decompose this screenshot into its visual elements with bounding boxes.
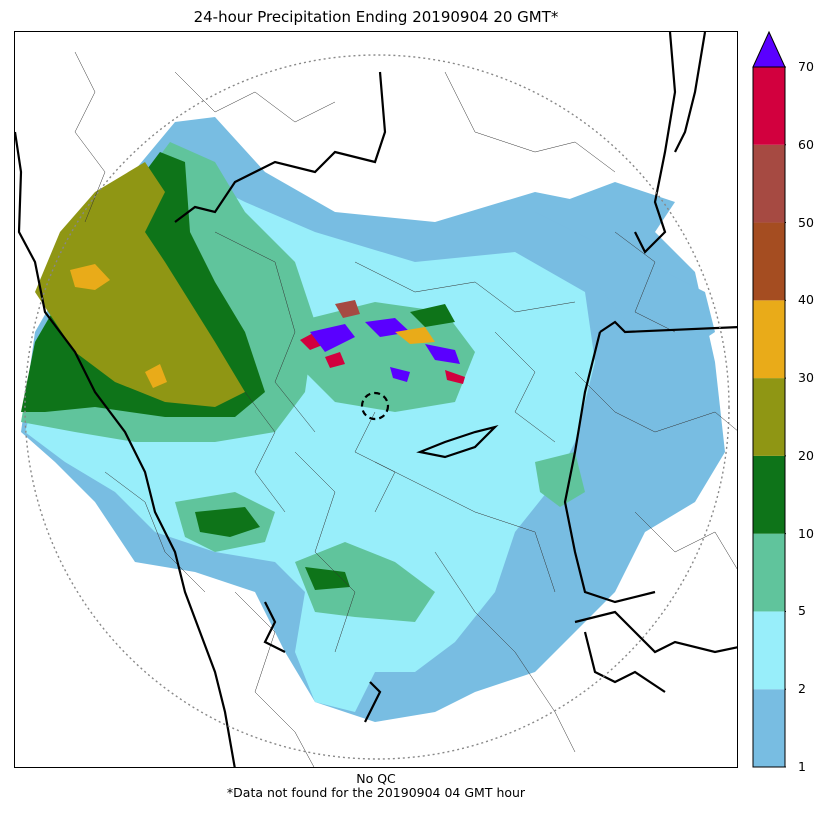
map-footer: No QC *Data not found for the 20190904 0… bbox=[14, 772, 738, 800]
boundary-layer bbox=[15, 32, 737, 767]
colorbar-swatches bbox=[752, 30, 786, 768]
colorbar-tick-label: 30 bbox=[798, 370, 814, 386]
colorbar-tick-label: 5 bbox=[798, 603, 806, 619]
convective-cells bbox=[300, 300, 465, 384]
colorbar-swatch bbox=[753, 689, 785, 767]
precip-light-blue bbox=[535, 182, 675, 242]
colorbar-swatch bbox=[753, 611, 785, 690]
radar-site-marker bbox=[360, 391, 390, 421]
colorbar-tick-label: 70 bbox=[798, 59, 814, 74]
colorbar-tick-label: 1 bbox=[798, 759, 806, 774]
range-ring bbox=[24, 54, 730, 760]
precip-dark-green bbox=[410, 304, 455, 327]
colorbar-tick-label: 20 bbox=[798, 447, 814, 463]
colorbar bbox=[752, 30, 786, 770]
precip-orange bbox=[145, 364, 167, 388]
colorbar-tick-label: 10 bbox=[798, 525, 814, 541]
map-title: 24-hour Precipitation Ending 20190904 20… bbox=[193, 8, 559, 26]
radar-map[interactable] bbox=[14, 31, 738, 768]
precip-dark-green bbox=[195, 507, 260, 537]
colorbar-swatch bbox=[753, 378, 785, 456]
district-boundaries bbox=[74, 51, 737, 767]
colorbar-swatch bbox=[753, 455, 785, 534]
colorbar-swatch bbox=[753, 300, 785, 379]
footer-qc-note: No QC bbox=[356, 771, 396, 786]
colorbar-swatch bbox=[753, 144, 785, 223]
colorbar-frame bbox=[752, 66, 786, 768]
colorbar-extend-arrow bbox=[752, 30, 786, 68]
precip-layer bbox=[21, 117, 725, 722]
colorbar-tick-label: 60 bbox=[798, 136, 814, 152]
precip-green bbox=[295, 542, 435, 622]
colorbar-swatch bbox=[753, 222, 785, 301]
footer-missing-data-note: *Data not found for the 20190904 04 GMT … bbox=[226, 785, 526, 800]
precip-light-blue bbox=[595, 267, 715, 352]
state-boundaries bbox=[15, 32, 737, 767]
colorbar-tick-label: 50 bbox=[798, 214, 814, 230]
colorbar-tick-label: 2 bbox=[798, 681, 806, 697]
precip-dark-green bbox=[305, 567, 350, 590]
colorbar-tick-label: 40 bbox=[798, 292, 814, 308]
precip-orange bbox=[70, 264, 110, 290]
colorbar-swatch bbox=[753, 67, 785, 145]
precip-olive bbox=[35, 162, 245, 407]
colorbar-swatch bbox=[753, 533, 785, 612]
